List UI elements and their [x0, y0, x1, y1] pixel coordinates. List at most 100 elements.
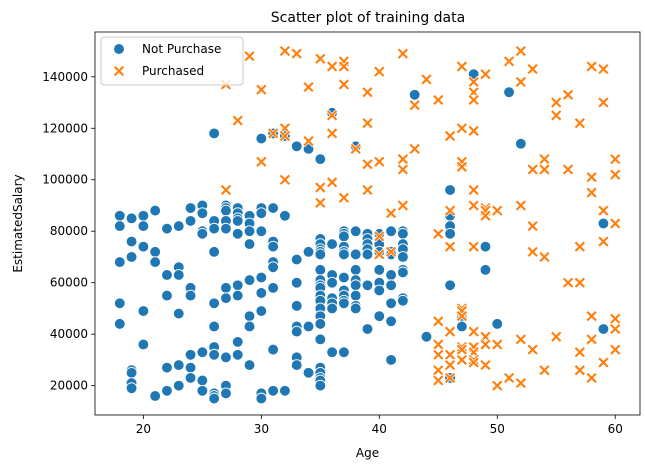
- data-point: [597, 356, 610, 369]
- data-point: [467, 183, 480, 197]
- y-tick-label: 100000: [42, 173, 88, 187]
- data-point: [597, 204, 610, 217]
- data-point: [172, 269, 185, 281]
- legend-item-not-purchase: Not Purchase: [113, 42, 221, 56]
- data-point: [455, 60, 468, 73]
- data-point: [443, 371, 457, 385]
- data-point: [361, 158, 374, 171]
- data-point: [432, 315, 445, 328]
- data-point: [279, 209, 291, 222]
- y-tick-label: 120000: [42, 121, 88, 135]
- data-point: [526, 62, 539, 76]
- data-point: [385, 354, 397, 366]
- data-point: [385, 269, 397, 281]
- x-tick-label: 30: [254, 422, 269, 436]
- data-point: [455, 343, 468, 356]
- data-point: [432, 348, 445, 361]
- data-point: [220, 292, 232, 304]
- data-point: [267, 127, 280, 140]
- data-point: [479, 209, 492, 222]
- data-point: [113, 209, 126, 222]
- data-point: [550, 96, 563, 109]
- data-point: [267, 240, 279, 253]
- data-point: [455, 340, 468, 354]
- data-point: [208, 297, 220, 310]
- legend: Not Purchase Purchased: [100, 36, 244, 86]
- data-point: [373, 155, 386, 168]
- data-point: [113, 220, 126, 232]
- chart-title: Scatter plot of training data: [271, 10, 465, 26]
- data-point: [467, 325, 480, 338]
- data-point: [267, 384, 279, 397]
- data-point: [479, 338, 492, 351]
- data-point: [349, 248, 362, 261]
- data-point: [479, 358, 492, 372]
- data-point: [125, 366, 138, 379]
- data-point: [573, 117, 586, 130]
- data-point: [361, 248, 374, 261]
- data-point: [338, 346, 350, 359]
- data-point: [338, 297, 350, 310]
- data-point: [502, 371, 516, 385]
- data-point: [149, 245, 162, 258]
- data-point: [585, 333, 598, 346]
- data-point: [326, 346, 338, 359]
- data-point: [456, 320, 468, 333]
- data-point: [161, 289, 173, 302]
- data-point: [349, 289, 362, 302]
- data-point: [290, 359, 303, 371]
- legend-frame: [100, 36, 244, 86]
- data-point: [290, 276, 303, 289]
- data-point: [396, 153, 409, 166]
- data-point: [231, 227, 244, 240]
- data-point: [137, 209, 150, 222]
- data-point: [514, 376, 527, 390]
- data-point: [255, 305, 268, 317]
- data-point: [255, 287, 268, 299]
- data-point: [396, 163, 409, 176]
- data-point: [255, 392, 268, 405]
- data-point: [278, 129, 292, 143]
- data-point: [243, 310, 256, 323]
- data-point: [349, 263, 362, 276]
- data-point: [314, 196, 327, 210]
- legend-label: Purchased: [142, 64, 204, 78]
- data-point: [609, 322, 622, 336]
- data-point: [585, 310, 598, 323]
- data-point: [432, 338, 445, 351]
- data-point: [243, 274, 256, 286]
- data-point: [231, 114, 244, 127]
- data-point: [455, 353, 468, 367]
- data-point: [526, 163, 539, 176]
- data-point: [385, 315, 397, 328]
- data-point: [172, 307, 185, 320]
- data-point: [361, 86, 374, 99]
- data-point: [338, 271, 350, 284]
- x-tick-label: 60: [608, 422, 623, 436]
- data-point: [609, 168, 622, 181]
- data-point: [561, 276, 575, 289]
- legend-marker: [113, 43, 125, 55]
- data-point: [385, 248, 397, 261]
- data-point: [326, 238, 338, 250]
- data-point: [243, 50, 256, 63]
- data-point: [314, 248, 327, 261]
- data-point: [196, 227, 209, 240]
- data-point: [290, 253, 303, 266]
- data-point: [290, 300, 303, 312]
- data-point: [255, 207, 268, 220]
- data-point: [267, 343, 279, 356]
- data-point: [361, 183, 374, 197]
- data-point: [573, 276, 586, 289]
- data-point: [125, 382, 138, 395]
- data-point: [137, 220, 150, 232]
- data-point: [184, 372, 197, 384]
- data-point: [326, 276, 338, 289]
- data-point: [361, 117, 374, 130]
- data-point: [220, 387, 232, 400]
- data-point: [267, 281, 279, 294]
- data-point: [161, 384, 173, 397]
- data-point: [443, 204, 457, 217]
- data-point: [279, 384, 291, 397]
- data-point: [408, 99, 421, 112]
